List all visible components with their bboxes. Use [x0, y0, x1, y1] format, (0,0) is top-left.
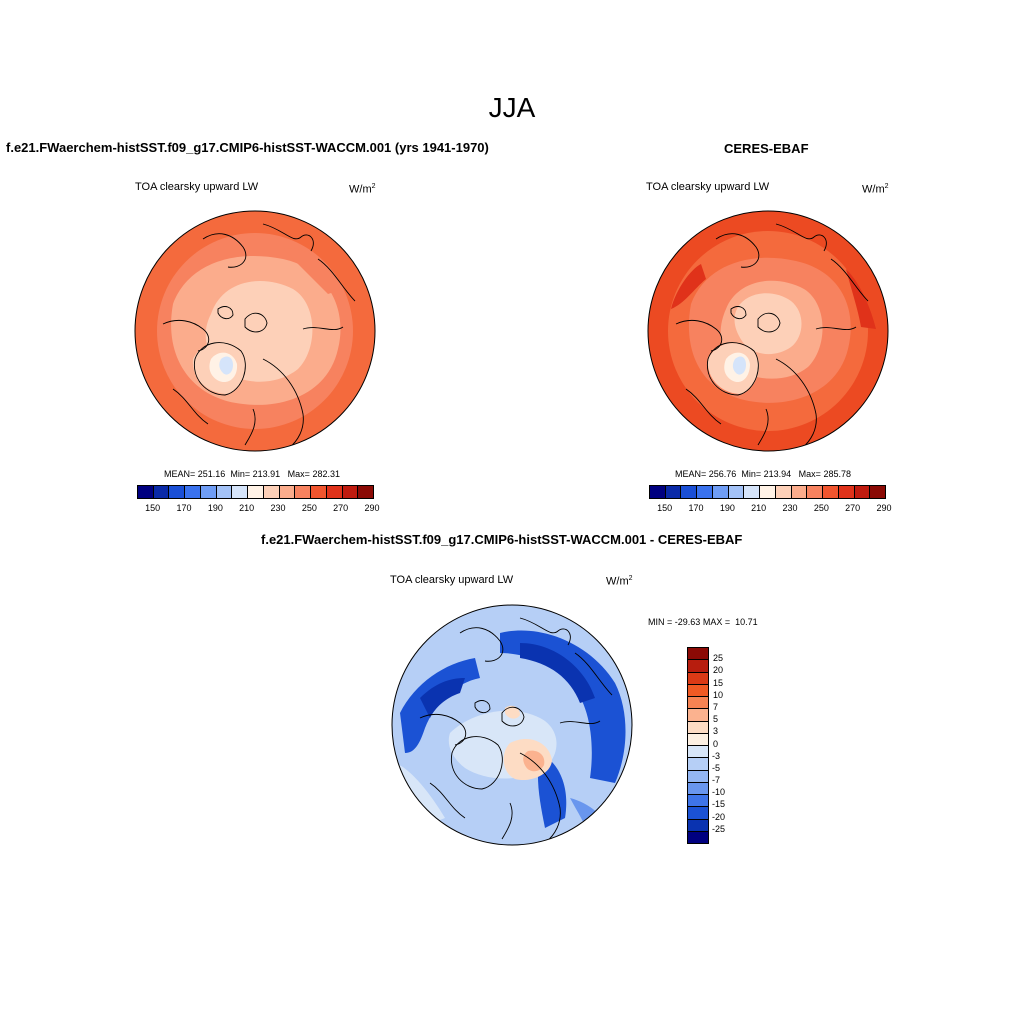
colorbar-swatch [232, 486, 249, 498]
colorbar-swatch [688, 807, 708, 820]
colorbar-tick-label: -5 [712, 762, 721, 773]
colorbar-tick-label: 290 [364, 503, 380, 513]
colorbar-swatch [688, 746, 708, 759]
colorbar-swatch [358, 486, 374, 498]
colorbar-tick-label: -20 [712, 811, 726, 822]
colorbar-tick-label: 250 [301, 503, 317, 513]
colorbar-swatch [688, 733, 708, 746]
colorbar-swatch [688, 721, 708, 734]
colorbar-swatch [216, 486, 233, 498]
colorbar-swatch [775, 486, 792, 498]
colorbar-tick-label: 25 [713, 653, 724, 664]
colorbar-swatch [279, 486, 296, 498]
colorbar-swatch [326, 486, 343, 498]
colorbar-tick-label: -15 [712, 799, 726, 810]
colorbar-swatch [681, 486, 698, 498]
stats-obs: MEAN= 256.76 Min= 213.94 Max= 285.78 [675, 469, 851, 479]
colorbar-swatch [688, 648, 708, 661]
colorbar-swatch [153, 486, 170, 498]
colorbar-swatch [697, 486, 713, 498]
colorbar-swatch [665, 486, 682, 498]
colorbar-tick-label: 150 [657, 503, 673, 513]
colorbar-swatch [169, 486, 186, 498]
colorbar-swatch [688, 795, 708, 808]
colorbar-swatch [342, 486, 359, 498]
colorbar-swatch [807, 486, 824, 498]
polar-map-diff [391, 604, 633, 846]
colorbar-tick-label: 210 [751, 503, 767, 513]
colorbar-swatch [838, 486, 855, 498]
colorbar-tick-label: 170 [176, 503, 192, 513]
colorbar-tick-label: 150 [145, 503, 161, 513]
colorbar-swatch [744, 486, 761, 498]
colorbar-diff [687, 647, 709, 844]
colorbar-tick-label: 270 [333, 503, 349, 513]
colorbar-swatch [870, 486, 886, 498]
polar-map-obs [647, 210, 889, 452]
panel-title-obs: CERES-EBAF [724, 141, 809, 156]
subtitle-diff: TOA clearsky upward LW [390, 574, 514, 586]
colorbar-swatch [688, 770, 708, 783]
colorbar-tick-label: 250 [813, 503, 829, 513]
colorbar-tick-label: 270 [845, 503, 861, 513]
colorbar-tick-label: 290 [876, 503, 892, 513]
colorbar-swatch [791, 486, 808, 498]
polar-map-model [134, 210, 376, 452]
subtitle-model: TOA clearsky upward LW [135, 181, 259, 193]
colorbar-tick-label: 0 [713, 738, 719, 749]
colorbar-tick-label: 170 [688, 503, 704, 513]
colorbar-swatch [688, 831, 708, 843]
colorbar-tick-label: 230 [270, 503, 286, 513]
colorbar-swatch [248, 486, 264, 498]
units-obs: W/m2 [862, 183, 889, 196]
units-diff: W/m2 [606, 575, 633, 588]
colorbar-swatch [311, 486, 327, 498]
colorbar-tick-label: 7 [713, 701, 719, 712]
subtitle-obs: TOA clearsky upward LW [646, 181, 770, 193]
colorbar-tick-label: -25 [712, 823, 726, 834]
colorbar-tick-label: 210 [239, 503, 255, 513]
stats-model: MEAN= 251.16 Min= 213.91 Max= 282.31 [164, 469, 340, 479]
units-model: W/m2 [349, 183, 376, 196]
colorbar-swatch [728, 486, 745, 498]
colorbar-tick-label: 20 [713, 665, 724, 676]
colorbar-tick-label: 190 [207, 503, 223, 513]
colorbar-swatch [760, 486, 776, 498]
colorbar-tick-label: -3 [712, 750, 721, 761]
colorbar-swatch [688, 819, 708, 832]
colorbar-swatch [688, 672, 708, 685]
colorbar-swatch [688, 782, 708, 795]
colorbar-tick-label: 10 [713, 689, 724, 700]
colorbar-swatch [263, 486, 280, 498]
main-title: JJA [488, 92, 536, 123]
colorbar-swatch [200, 486, 217, 498]
colorbar-obs [649, 485, 886, 499]
colorbar-swatch [688, 758, 708, 771]
panel-title-diff: f.e21.FWaerchem-histSST.f09_g17.CMIP6-hi… [261, 532, 743, 547]
colorbar-swatch [688, 697, 708, 710]
colorbar-tick-label: -7 [712, 775, 721, 786]
colorbar-swatch [650, 486, 666, 498]
colorbar-model [137, 485, 374, 499]
colorbar-tick-label: 5 [713, 714, 719, 725]
colorbar-swatch [185, 486, 201, 498]
colorbar-swatch [688, 660, 708, 673]
colorbar-swatch [688, 684, 708, 697]
colorbar-tick-label: 3 [713, 726, 719, 737]
colorbar-tick-label: 15 [713, 677, 724, 688]
colorbar-swatch [138, 486, 154, 498]
colorbar-swatch [823, 486, 839, 498]
colorbar-swatch [712, 486, 729, 498]
colorbar-swatch [295, 486, 312, 498]
colorbar-swatch [688, 709, 708, 722]
colorbar-swatch [854, 486, 871, 498]
colorbar-tick-label: -10 [712, 787, 726, 798]
colorbar-tick-label: 190 [719, 503, 735, 513]
colorbar-tick-label: 230 [782, 503, 798, 513]
panel-title-model: f.e21.FWaerchem-histSST.f09_g17.CMIP6-hi… [6, 140, 489, 155]
stats-diff: MIN = -29.63 MAX = 10.71 [648, 617, 758, 627]
